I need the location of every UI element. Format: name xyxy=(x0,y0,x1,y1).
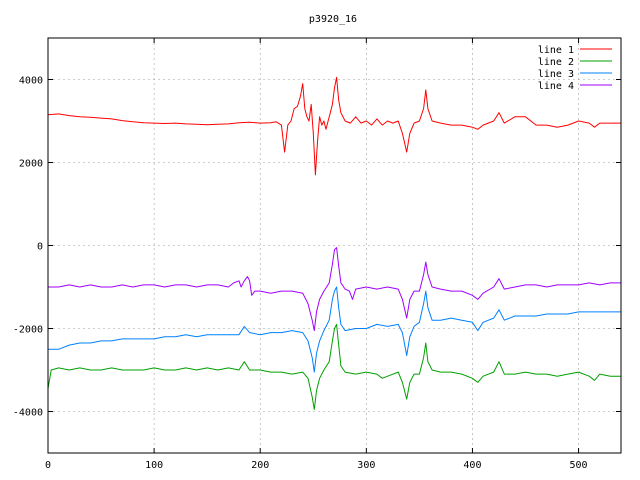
legend-label-4: line 4 xyxy=(538,81,574,92)
x-tick-label: 0 xyxy=(45,460,51,471)
y-tick-label: -4000 xyxy=(13,408,43,419)
legend-label-3: line 3 xyxy=(538,69,574,80)
y-tick-label: 4000 xyxy=(19,76,43,87)
series-line-4 xyxy=(48,247,621,332)
axis-ticks: 0 100 200 300 400 500 -4000 -2000 0 2000 4000 xyxy=(13,38,621,471)
y-tick-label: 0 xyxy=(37,242,43,253)
grid-lines xyxy=(47,38,621,453)
y-tick-label: 2000 xyxy=(19,159,43,170)
x-tick-label: 300 xyxy=(357,460,375,471)
legend-label-2: line 2 xyxy=(538,57,574,68)
series-line-1 xyxy=(47,76,621,176)
x-tick-label: 500 xyxy=(570,460,588,471)
plot-frame xyxy=(47,37,622,454)
y-tick-label: -2000 xyxy=(13,325,43,336)
x-tick-label: 200 xyxy=(251,460,269,471)
chart-title: p3920_16 xyxy=(309,14,357,25)
series-line-2 xyxy=(47,323,621,410)
legend-label-1: line 1 xyxy=(538,45,574,56)
x-tick-label: 400 xyxy=(463,460,481,471)
plot-series xyxy=(47,76,621,410)
x-tick-label: 100 xyxy=(145,460,163,471)
series-line-3 xyxy=(48,286,621,373)
